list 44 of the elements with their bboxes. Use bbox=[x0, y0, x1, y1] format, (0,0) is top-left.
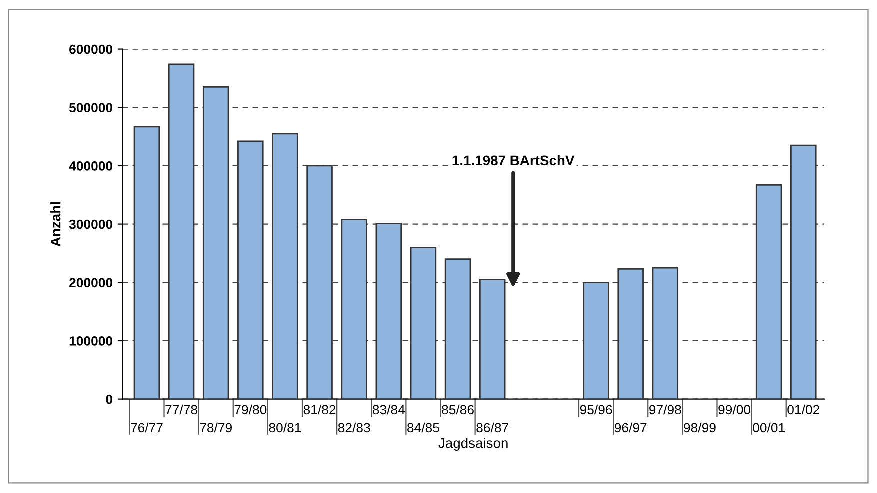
bar bbox=[410, 246, 437, 400]
x-tick-label: 78/79 bbox=[200, 422, 232, 433]
x-tick-label: 84/85 bbox=[408, 422, 440, 433]
x-tick-label: 79/80 bbox=[234, 404, 267, 415]
bar bbox=[790, 144, 817, 400]
x-axis-title: Jagdsaison bbox=[438, 438, 508, 451]
y-tick-label: 500000 bbox=[69, 103, 113, 113]
x-tick-label: 01/02 bbox=[788, 404, 820, 415]
x-tick-label: 77/78 bbox=[166, 404, 198, 415]
bar bbox=[134, 126, 160, 400]
bar bbox=[306, 165, 333, 400]
x-tick-label: 98/99 bbox=[684, 422, 716, 433]
bar bbox=[272, 133, 298, 400]
y-axis-title: Anzahl bbox=[50, 202, 61, 247]
x-tick-label: 86/87 bbox=[476, 422, 508, 433]
x-tick-label: 96/97 bbox=[614, 422, 647, 433]
bar bbox=[652, 267, 679, 400]
bar bbox=[238, 140, 264, 400]
y-tick-label: 200000 bbox=[69, 278, 113, 288]
x-tick-label: 80/81 bbox=[269, 422, 302, 433]
y-tick-label: 300000 bbox=[69, 220, 113, 230]
x-tick-label: 85/86 bbox=[442, 404, 474, 415]
bar bbox=[756, 184, 782, 400]
bar bbox=[479, 279, 506, 400]
x-tick-label: 00/01 bbox=[753, 422, 785, 433]
x-tick-label: 76/77 bbox=[131, 422, 163, 433]
y-tick-label: 100000 bbox=[70, 336, 113, 346]
annotation: 1.1.1987 BArtSchV bbox=[452, 155, 575, 166]
bar bbox=[376, 223, 402, 400]
x-tick-label: 82/83 bbox=[338, 422, 370, 433]
bar bbox=[202, 86, 230, 400]
x-tick-label: 99/00 bbox=[718, 404, 751, 415]
y-tick-label: 0 bbox=[106, 394, 113, 404]
x-tick-label: 95/96 bbox=[580, 404, 612, 415]
bar bbox=[583, 282, 610, 400]
bar bbox=[618, 268, 644, 400]
x-tick-label: 83/84 bbox=[372, 404, 406, 415]
bar bbox=[168, 64, 195, 400]
y-tick-label: 400000 bbox=[69, 162, 113, 171]
y-tick-label: 600000 bbox=[70, 44, 113, 54]
x-tick-label: 81/82 bbox=[304, 404, 336, 415]
x-tick-label: 97/98 bbox=[650, 404, 682, 415]
bar bbox=[341, 218, 368, 400]
bar bbox=[444, 258, 472, 400]
